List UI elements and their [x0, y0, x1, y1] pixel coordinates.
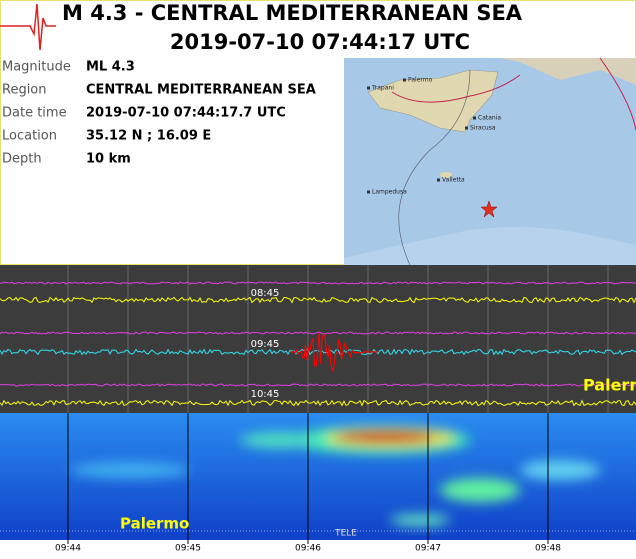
time-label: 09:47: [415, 544, 441, 554]
map-label: Siracusa: [470, 125, 496, 132]
info-label: Date time: [2, 106, 67, 121]
info-value: 10 km: [86, 152, 131, 167]
map-label: Palermo: [408, 77, 433, 84]
info-label: Location: [2, 129, 57, 144]
trace: [0, 296, 636, 304]
event: [291, 332, 378, 373]
map-label: Lampedusa: [372, 189, 407, 196]
info-value: 35.12 N ; 16.09 E: [86, 129, 211, 144]
datetime: 2019-07-10 07:44:17 UTC: [170, 30, 470, 54]
trace: [0, 399, 636, 407]
trace: [0, 383, 636, 387]
spectrogram-station: Palermo: [120, 515, 189, 533]
trace: [0, 281, 636, 285]
helicorder-time: 08:45: [251, 288, 280, 299]
info-value: CENTRAL MEDITERRANEAN SEA: [86, 83, 316, 98]
info-label: Region: [2, 83, 47, 98]
time-label: 09:46: [295, 544, 321, 554]
map-dot: [367, 190, 370, 194]
time-axis: [0, 540, 636, 555]
logo: [0, 3, 56, 51]
time-label: 09:45: [175, 544, 201, 554]
spectrogram-note: TELE: [334, 529, 357, 539]
spectrogram-energy: [70, 426, 600, 526]
helicorder-time: 10:45: [251, 389, 280, 400]
helicorder-time: 09:45: [251, 339, 280, 350]
map-dot: [473, 116, 476, 120]
trace: [0, 331, 636, 335]
map-dot: [403, 78, 406, 82]
time-label: 09:44: [55, 544, 81, 554]
map-label: Catania: [478, 115, 501, 122]
helicorder-station: Palermo: [583, 376, 636, 395]
info-value: ML 4.3: [86, 60, 135, 75]
map-label: Trapani: [371, 85, 394, 92]
map-dot: [437, 178, 440, 182]
map: [344, 57, 636, 266]
info-label: Depth: [2, 152, 42, 167]
info-value: 2019-07-10 07:44:17.7 UTC: [86, 106, 286, 121]
info-label: Magnitude: [2, 60, 71, 75]
map-dot: [367, 86, 370, 90]
map-label: Valletta: [442, 177, 465, 184]
time-label: 09:48: [535, 544, 561, 554]
title: M 4.3 - CENTRAL MEDITERRANEAN SEA: [62, 1, 523, 25]
map-dot: [465, 126, 468, 130]
